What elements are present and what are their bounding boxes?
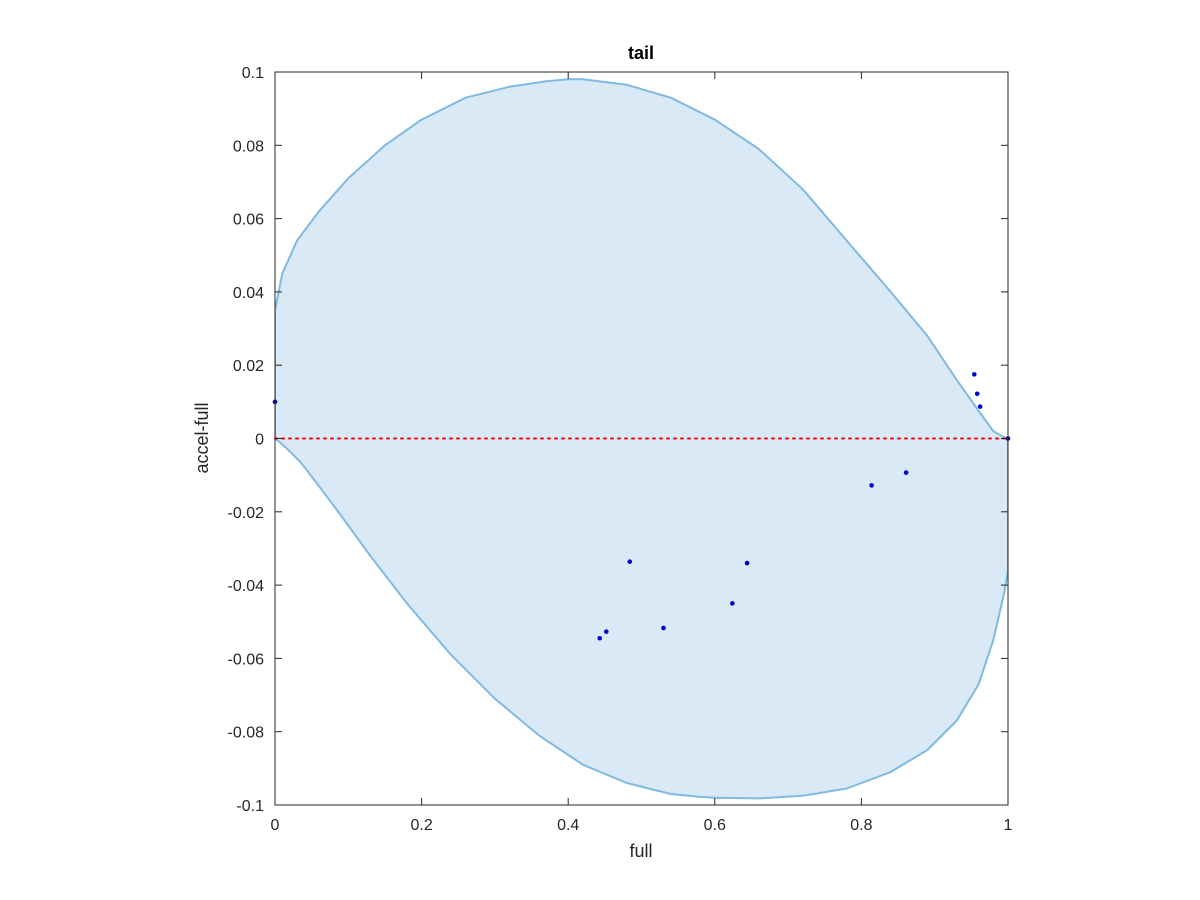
y-tick-label: 0.1 — [242, 65, 264, 82]
x-tick-label: 0.2 — [410, 817, 432, 834]
x-tick-label: 0 — [271, 817, 280, 834]
data-point — [903, 470, 909, 475]
y-tick-label: -0.1 — [236, 798, 264, 815]
x-tick-label: 0.6 — [704, 817, 726, 834]
y-axis-title: accel-full — [192, 402, 212, 473]
y-tick-label: 0.04 — [233, 285, 264, 302]
data-point — [661, 625, 666, 631]
y-tick-label: -0.06 — [228, 651, 265, 668]
chart-title: tail — [628, 43, 654, 63]
x-tick-label: 0.4 — [557, 817, 579, 834]
y-tick-label: 0.02 — [233, 358, 264, 375]
data-point — [730, 601, 735, 606]
data-point — [971, 372, 977, 377]
y-tick-label: 0 — [255, 432, 264, 449]
x-tick-label: 1 — [1004, 817, 1013, 834]
data-point — [627, 559, 633, 564]
y-tick-label: -0.04 — [228, 578, 265, 595]
y-tick-label: -0.08 — [228, 725, 265, 742]
x-tick-label: 0.8 — [850, 817, 872, 834]
data-point — [597, 635, 603, 641]
y-tick-label: 0.06 — [233, 212, 264, 229]
data-point — [604, 629, 609, 634]
data-point — [974, 391, 980, 397]
data-point — [869, 483, 874, 488]
y-tick-label: 0.08 — [233, 138, 264, 155]
y-tick-label: -0.02 — [228, 505, 265, 522]
data-point — [744, 560, 750, 566]
x-axis-title: full — [629, 841, 652, 861]
data-point — [977, 404, 983, 409]
